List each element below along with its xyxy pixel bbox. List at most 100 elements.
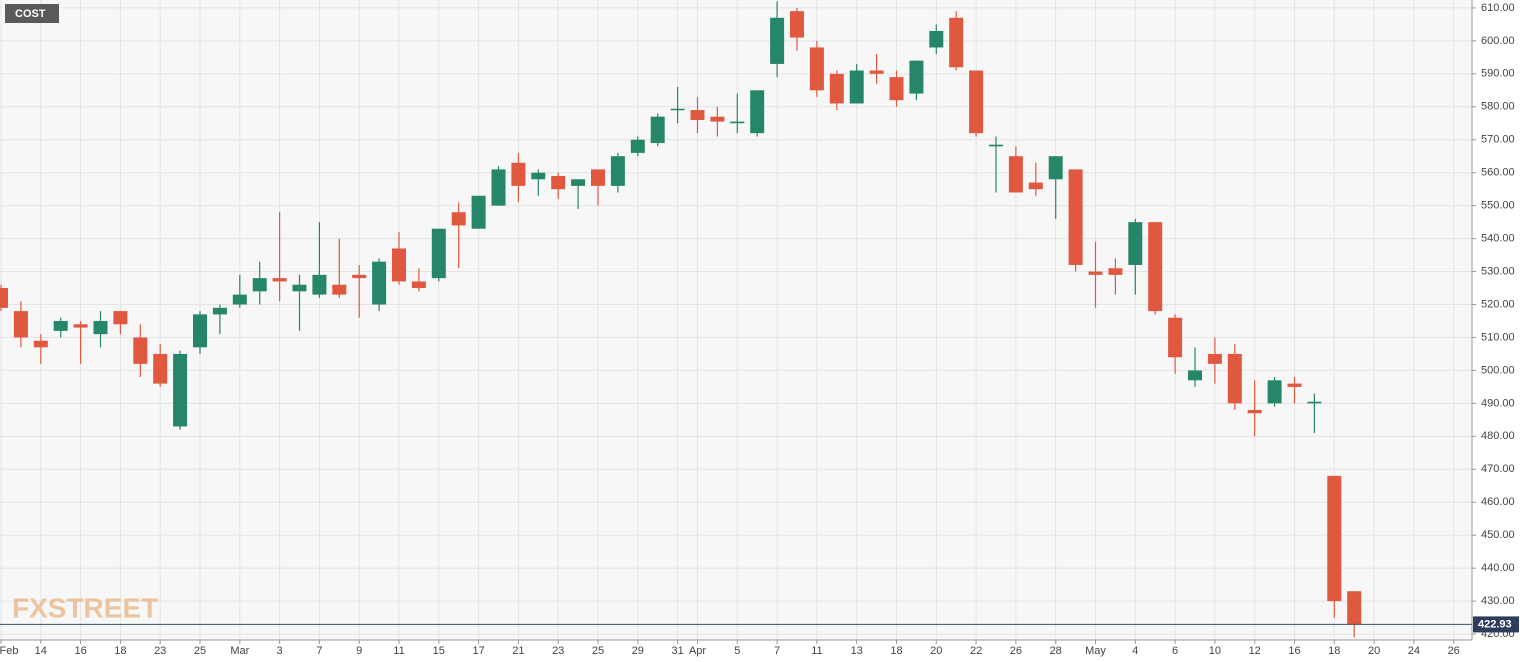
x-tick-label: 28 — [1050, 645, 1062, 657]
x-tick-label: 6 — [1172, 645, 1178, 657]
candle-body — [670, 108, 685, 111]
x-tick-label: 18 — [890, 645, 902, 657]
x-tick-label: Apr — [689, 645, 706, 657]
x-tick-label: 3 — [277, 645, 283, 657]
x-tick-label: 25 — [592, 645, 604, 657]
x-tick-label: 20 — [930, 645, 942, 657]
candle-body — [13, 311, 28, 338]
y-tick-label: 600.00 — [1481, 35, 1515, 47]
candle-body — [1168, 317, 1183, 358]
x-tick-label: 20 — [1368, 645, 1380, 657]
candle-body — [1227, 353, 1242, 404]
x-tick-label: 11 — [811, 645, 822, 657]
x-tick-label: Mar — [230, 645, 249, 657]
x-tick-label: 23 — [552, 645, 564, 657]
candle-body — [193, 314, 207, 348]
x-tick-label: 11 — [393, 645, 404, 657]
candle-body — [113, 311, 128, 325]
candle-body — [352, 274, 367, 279]
x-tick-label: 13 — [851, 645, 863, 657]
candle-body — [1188, 370, 1202, 381]
candle-body — [1327, 475, 1342, 602]
candle-body — [1128, 222, 1143, 265]
y-tick-label: 610.00 — [1481, 2, 1515, 14]
y-tick-label: 480.00 — [1481, 430, 1515, 442]
candle-body — [0, 288, 8, 308]
candle-body — [790, 11, 804, 38]
candle-body — [610, 156, 625, 186]
y-tick-label: 590.00 — [1481, 68, 1515, 80]
candle-body — [551, 175, 566, 190]
candle-body — [710, 116, 725, 122]
candle-body — [153, 353, 168, 384]
y-tick-label: 490.00 — [1481, 397, 1515, 409]
candle-body — [1108, 268, 1123, 275]
x-tick-label: 29 — [632, 645, 644, 657]
candle-body — [133, 337, 148, 364]
candle-body — [1148, 222, 1163, 312]
x-tick-label: 26 — [1010, 645, 1022, 657]
candle-body — [1068, 169, 1083, 265]
x-tick-label: 21 — [512, 645, 524, 657]
ticker: COST — [15, 8, 46, 20]
candle-body — [690, 110, 705, 120]
x-tick-label: 12 — [1249, 645, 1261, 657]
ticker-box — [5, 4, 59, 23]
x-tick-label: Feb — [0, 645, 18, 657]
candle-body — [392, 248, 406, 282]
candle-body — [1028, 182, 1043, 190]
x-tick-label: 4 — [1132, 645, 1138, 657]
watermark: FXSTREET — [12, 592, 158, 623]
candle-body — [411, 281, 426, 289]
y-tick-label: 570.00 — [1481, 134, 1515, 146]
y-tick-label: 550.00 — [1481, 200, 1515, 212]
candle-body — [53, 320, 68, 331]
candle-body — [1088, 271, 1103, 275]
candle-body — [809, 47, 824, 91]
candle-body — [431, 228, 446, 279]
candle-body — [1347, 591, 1362, 625]
x-tick-label: 22 — [970, 645, 982, 657]
x-tick-label: 10 — [1209, 645, 1221, 657]
candle-body — [650, 116, 665, 144]
x-tick-label: May — [1085, 645, 1106, 657]
candle-body — [1287, 383, 1302, 387]
candle-body — [1267, 380, 1282, 404]
y-tick-label: 510.00 — [1481, 331, 1515, 343]
x-tick-label: 7 — [316, 645, 322, 657]
x-tick-label: 26 — [1448, 645, 1460, 657]
grid — [0, 0, 1472, 640]
candle-body — [1048, 156, 1063, 180]
x-tick-label: 16 — [1288, 645, 1300, 657]
y-tick-label: 530.00 — [1481, 265, 1515, 277]
x-tick-label: 18 — [114, 645, 126, 657]
y-tick-label: 500.00 — [1481, 364, 1515, 376]
candle-body — [332, 284, 347, 295]
x-tick-label: 7 — [774, 645, 780, 657]
candle-body — [929, 30, 944, 48]
x-tick-label: 18 — [1328, 645, 1340, 657]
y-tick-label: 450.00 — [1481, 529, 1515, 541]
x-tick-label: 31 — [671, 645, 683, 657]
candle-body — [451, 212, 466, 226]
x-tick-label: 5 — [734, 645, 740, 657]
candle-body — [949, 17, 964, 68]
candle-body — [372, 261, 387, 305]
y-tick-label: 460.00 — [1481, 496, 1515, 508]
candle-body — [1307, 401, 1322, 404]
candle-body — [989, 144, 1003, 147]
candle-body — [173, 353, 188, 427]
price-axis-area — [1472, 0, 1536, 662]
y-tick-label: 540.00 — [1481, 233, 1515, 245]
x-tick-label: 16 — [74, 645, 86, 657]
time-axis-area — [0, 640, 1472, 662]
y-tick-label: 520.00 — [1481, 298, 1515, 310]
candle-body — [491, 169, 506, 206]
plot-area — [0, 0, 1472, 640]
candle-body — [232, 294, 247, 305]
candle-body — [730, 121, 745, 124]
candle-body — [571, 179, 586, 186]
x-tick-label: 17 — [472, 645, 484, 657]
x-tick-label: 9 — [356, 645, 362, 657]
x-tick-label: 23 — [154, 645, 166, 657]
